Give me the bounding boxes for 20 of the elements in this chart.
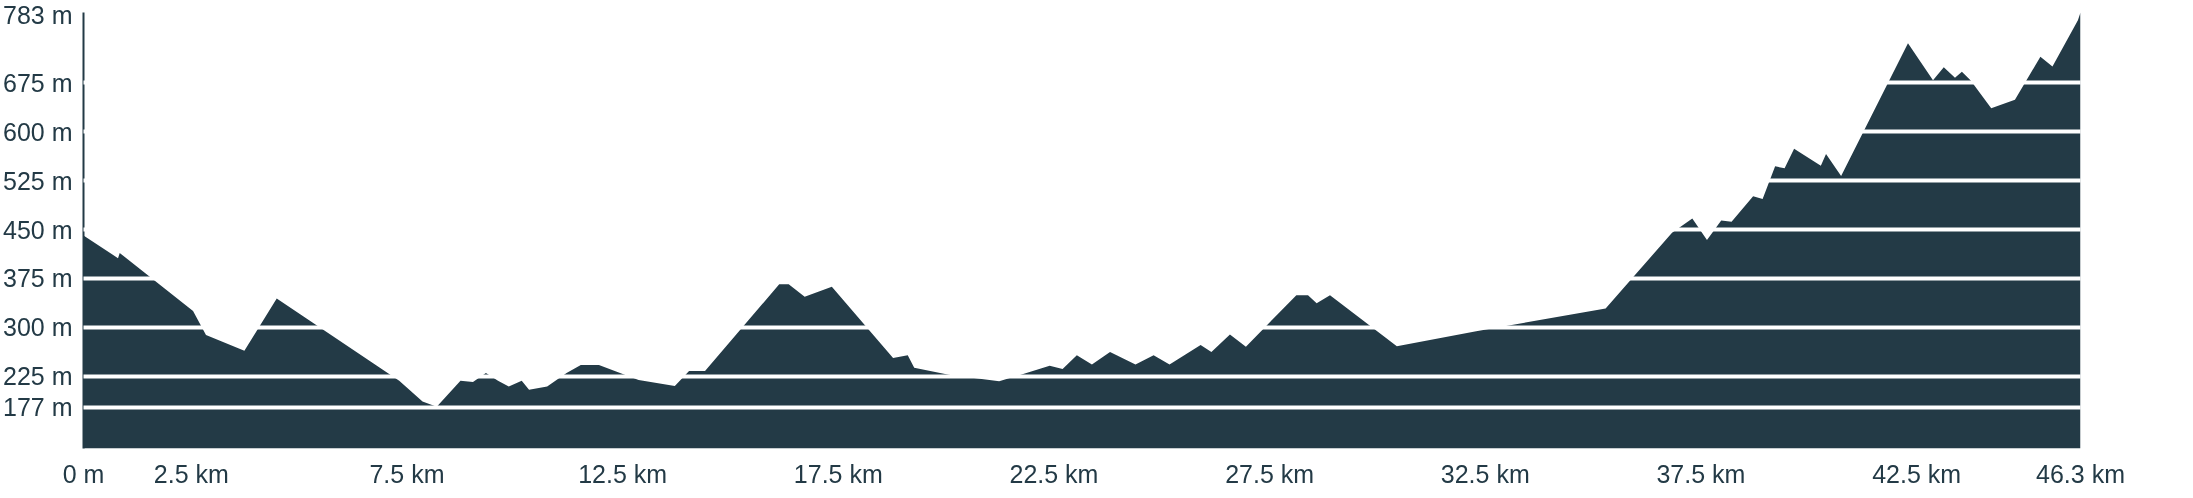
- y-tick-label: 450 m: [3, 215, 73, 244]
- y-tick-label: 783 m: [3, 0, 73, 29]
- x-tick-label: 46.3 km: [2036, 459, 2125, 488]
- x-tick-label: 32.5 km: [1440, 459, 1530, 488]
- y-tick-label: 675 m: [3, 68, 73, 97]
- x-tick-label: 17.5 km: [793, 459, 883, 488]
- x-tick-label: 37.5 km: [1656, 459, 1746, 488]
- y-tick-label: 177 m: [3, 393, 73, 422]
- x-tick-label: 2.5 km: [153, 459, 229, 488]
- x-tick-label: 22.5 km: [1009, 459, 1099, 488]
- y-tick-label: 525 m: [3, 166, 73, 195]
- y-tick-label: 375 m: [3, 264, 73, 293]
- y-tick-label: 300 m: [3, 313, 73, 342]
- x-tick-label: 27.5 km: [1225, 459, 1315, 488]
- y-tick-label: 600 m: [3, 117, 73, 146]
- x-tick-label: 42.5 km: [1872, 459, 1962, 488]
- x-tick-label: 7.5 km: [369, 459, 445, 488]
- x-tick-label: 0 m: [62, 459, 105, 488]
- y-tick-label: 225 m: [3, 362, 73, 391]
- x-tick-label: 12.5 km: [578, 459, 668, 488]
